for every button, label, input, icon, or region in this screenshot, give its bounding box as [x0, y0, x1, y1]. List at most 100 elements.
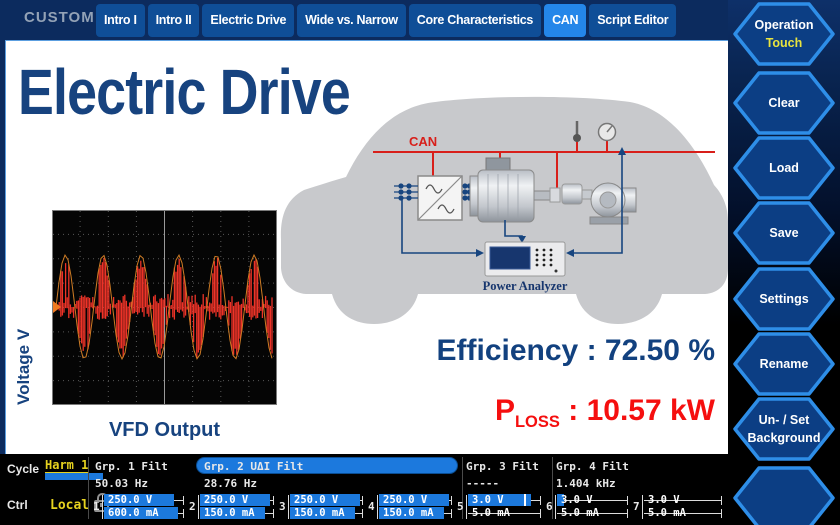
ctrl-label: Ctrl — [7, 498, 28, 512]
page-title: Electric Drive — [18, 56, 351, 128]
hexagon-shape — [733, 466, 835, 525]
tab-bar: CUSTOM Intro I Intro II Electric Drive Wide… — [0, 0, 728, 40]
group-name: Grp. 3 Filt — [466, 460, 539, 473]
channel-bar: 5.0 mA — [644, 507, 722, 519]
hexagon-shape — [733, 332, 835, 396]
can-bus-label: CAN — [409, 134, 437, 149]
tab-core-characteristics[interactable]: Core Characteristics — [408, 4, 542, 37]
channel-number: 2 — [189, 500, 196, 513]
tab-bar-tabs: Intro I Intro II Electric Drive Wide vs. Na… — [96, 4, 677, 37]
softkey-un-set-button[interactable]: Un- / Set Background — [732, 397, 836, 461]
channel-bar: 150.0 mA — [290, 507, 363, 519]
efficiency-value: 72.50 % — [604, 334, 715, 367]
inverter-symbol — [417, 175, 463, 221]
efficiency-label: Efficiency — [436, 334, 579, 367]
statusbar-divider — [88, 457, 89, 519]
hexagon-shape — [733, 2, 835, 66]
scope-y-axis-label: Voltage V — [14, 328, 33, 405]
softkey-blank-button[interactable] — [732, 466, 836, 525]
channel-bar: 3.0 V — [644, 494, 722, 506]
selected-group-pill[interactable] — [196, 457, 458, 474]
thermometer-icon — [573, 121, 581, 142]
channel-bars: 250.0 V 150.0 mA — [377, 494, 454, 520]
load-machine-graphic — [589, 182, 637, 225]
tab-wide-vs-narrow[interactable]: Wide vs. Narrow — [297, 4, 406, 37]
group-value: 28.76 Hz — [204, 477, 257, 490]
channel-bar: 250.0 V — [200, 494, 274, 506]
group-value: 50.03 Hz — [95, 477, 148, 490]
can-bus — [373, 137, 715, 188]
softkey-rename-button[interactable]: Rename — [732, 332, 836, 396]
wire-arrowheads — [476, 147, 626, 257]
tab-intro-i[interactable]: Intro I — [96, 4, 145, 37]
channel-bar: 3.0 V — [557, 494, 628, 506]
channel-bar: 150.0 mA — [379, 507, 452, 519]
group-name: Grp. 1 Filt — [95, 460, 168, 473]
group-name: Grp. 4 Filt — [556, 460, 629, 473]
ploss-label: P — [494, 394, 515, 427]
tab-electric-drive[interactable]: Electric Drive — [202, 4, 295, 37]
power-analyzer-graphic — [484, 241, 566, 277]
channel-bar: 250.0 V — [104, 494, 184, 506]
hexagon-shape — [733, 267, 835, 331]
motor-graphic — [469, 157, 551, 223]
statusbar-divider — [462, 457, 463, 519]
channel-bars: 3.0 V 5.0 mA — [466, 494, 543, 520]
hexagon-shape — [733, 201, 835, 265]
channel-bar: 250.0 V — [290, 494, 363, 506]
sidebar: Operation Touch Clear Load Save Settings Renam… — [728, 0, 840, 525]
power-analyzer-label: Power Analyzer — [483, 279, 568, 293]
softkey-settings-button[interactable]: Settings — [732, 267, 836, 331]
channel-bar: 5.0 mA — [468, 507, 541, 519]
ploss-subscript: LOSS — [514, 413, 560, 431]
softkey-label: Save — [769, 225, 799, 240]
channel-bar: 150.0 mA — [200, 507, 274, 519]
gauge-icon — [597, 122, 617, 142]
channel-bar: 600.0 mA — [104, 507, 184, 519]
channel-number: 3 — [279, 500, 286, 513]
power-loss-readout: PLOSS : 10.57 kW — [495, 394, 715, 432]
cycle-mode-indicator[interactable]: Harm 1 — [45, 458, 89, 473]
efficiency-separator: : — [578, 334, 605, 367]
status-bar: Cycle Harm 1 Ctrl Local Grp. 1 Filt 50.03… — [0, 454, 728, 525]
channel-bars: 3.0 V 5.0 mA — [642, 494, 724, 520]
hexagon-shape — [733, 71, 835, 135]
group-value: ----- — [466, 477, 500, 490]
softkey-label: Load — [769, 160, 799, 175]
softkey-label: Clear — [768, 95, 800, 110]
tab-script-editor[interactable]: Script Editor — [589, 4, 677, 37]
channel-number: 1 — [93, 500, 100, 513]
softkey-label: Rename — [759, 356, 809, 371]
channel-bars: 250.0 V 150.0 mA — [198, 494, 276, 520]
ctrl-mode-indicator[interactable]: Local — [50, 498, 90, 513]
scope-display — [52, 210, 277, 405]
scope-svg — [52, 210, 277, 405]
channel-bar: 5.0 mA — [557, 507, 628, 519]
channel-number: 7 — [633, 500, 640, 513]
channel-number: 5 — [457, 500, 464, 513]
group-value: 1.404 kHz — [556, 477, 616, 490]
ploss-separator: : — [559, 394, 587, 427]
softkey-save-button[interactable]: Save — [732, 201, 836, 265]
softkey-clear-button[interactable]: Clear — [732, 71, 836, 135]
softkey-label: Un- / Set Background — [747, 413, 821, 445]
softkey-label — [732, 466, 836, 525]
channel-number: 6 — [546, 500, 553, 513]
hexagon-shape — [733, 136, 835, 200]
softkey-load-button[interactable]: Load — [732, 136, 836, 200]
channel-bars: 3.0 V 5.0 mA — [555, 494, 630, 520]
ploss-value: 10.57 kW — [586, 394, 715, 427]
channel-bar: 250.0 V — [379, 494, 452, 506]
softkey-label: Settings — [759, 291, 809, 306]
drivetrain-diagram: CAN — [278, 90, 728, 335]
coupling-graphic — [549, 183, 593, 205]
statusbar-divider — [552, 457, 553, 519]
trigger-level-icon — [53, 301, 61, 313]
group-name: Grp. 2 UΔI Filt — [204, 460, 304, 473]
channel-bar: 3.0 V — [468, 494, 541, 506]
efficiency-readout: Efficiency : 72.50 % — [437, 334, 716, 368]
tab-can[interactable]: CAN — [544, 4, 587, 37]
custom-mode-label: CUSTOM — [24, 9, 95, 26]
softkey-operation-button[interactable]: Operation Touch — [732, 2, 836, 66]
tab-intro-ii[interactable]: Intro II — [147, 4, 200, 37]
